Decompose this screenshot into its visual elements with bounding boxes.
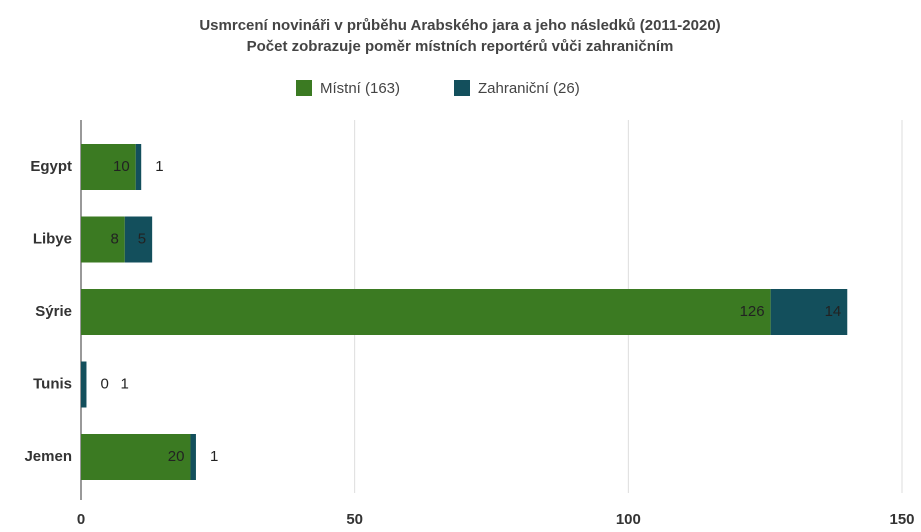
bar-segment — [81, 434, 191, 480]
x-tick-label: 50 — [346, 511, 363, 528]
bar-segment — [81, 216, 125, 263]
bar-segment — [124, 216, 153, 263]
bar-segment — [190, 434, 196, 480]
value-label: 8 — [110, 230, 118, 247]
y-tick-label: Tunis — [33, 375, 72, 392]
bar-segment — [770, 289, 848, 335]
legend-label: Zahraniční (26) — [478, 80, 580, 97]
value-label: 126 — [740, 303, 765, 320]
value-label: 0 — [100, 375, 108, 392]
bar-segment — [81, 289, 771, 335]
bar-segment — [135, 144, 142, 190]
value-label: 14 — [825, 303, 842, 320]
legend-swatch — [454, 80, 470, 96]
bar-segment — [81, 144, 136, 190]
value-label: 1 — [210, 448, 218, 465]
chart-subtitle: Počet zobrazuje poměr místních reportérů… — [247, 38, 674, 55]
y-tick-label: Egypt — [30, 158, 72, 175]
value-label: 10 — [113, 158, 130, 175]
legend-swatch — [296, 80, 312, 96]
y-tick-label: Libye — [33, 230, 72, 247]
value-label: 1 — [120, 375, 128, 392]
x-tick-label: 150 — [889, 511, 914, 528]
x-tick-label: 100 — [616, 511, 641, 528]
value-label: 1 — [155, 158, 163, 175]
bar-segment — [81, 361, 87, 408]
y-tick-label: Sýrie — [35, 303, 72, 320]
chart-title: Usmrcení novináři v průběhu Arabského ja… — [199, 17, 720, 34]
value-label: 5 — [138, 230, 146, 247]
legend-label: Místní (163) — [320, 80, 400, 97]
y-tick-label: Jemen — [24, 448, 72, 465]
value-label: 20 — [168, 448, 185, 465]
x-tick-label: 0 — [77, 511, 85, 528]
